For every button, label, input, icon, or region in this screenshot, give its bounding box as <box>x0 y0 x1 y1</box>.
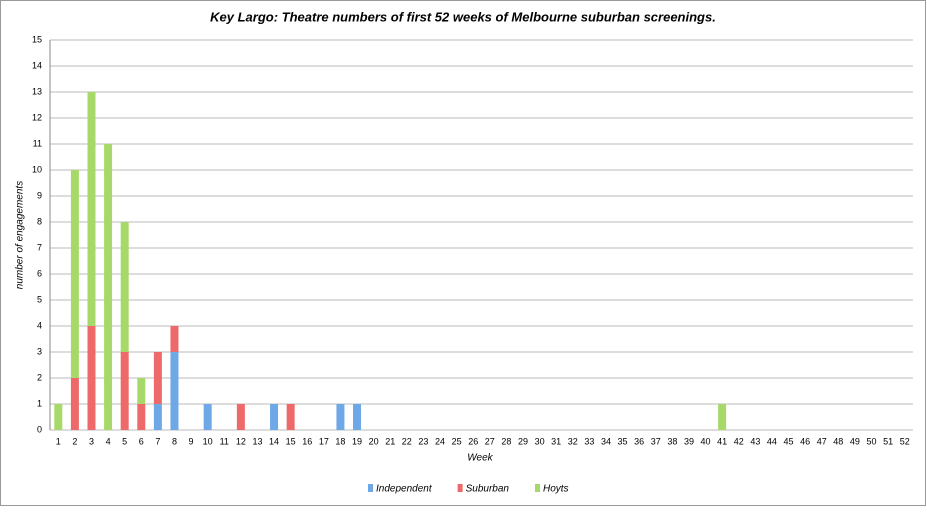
x-tick-label: 20 <box>369 436 379 446</box>
x-tick-label: 45 <box>784 436 794 446</box>
x-tick-label: 13 <box>252 436 262 446</box>
y-tick-label: 2 <box>37 372 42 382</box>
y-tick-label: 13 <box>32 86 42 96</box>
x-tick-label: 25 <box>452 436 462 446</box>
x-tick-label: 39 <box>684 436 694 446</box>
x-tick-label: 51 <box>883 436 893 446</box>
bar <box>153 404 162 430</box>
bar <box>87 326 96 430</box>
bar <box>353 404 362 430</box>
bar <box>54 404 63 430</box>
x-tick-label: 50 <box>867 436 877 446</box>
x-tick-label: 31 <box>551 436 561 446</box>
x-tick-label: 47 <box>817 436 827 446</box>
y-tick-label: 3 <box>37 346 42 356</box>
y-tick-label: 15 <box>32 34 42 44</box>
x-tick-label: 30 <box>535 436 545 446</box>
x-tick-label: 27 <box>485 436 495 446</box>
bar <box>137 404 146 430</box>
y-tick-label: 1 <box>37 398 42 408</box>
x-tick-label: 8 <box>172 436 177 446</box>
x-tick-label: 22 <box>402 436 412 446</box>
chart-title: Key Largo: Theatre numbers of first 52 w… <box>210 9 716 24</box>
x-tick-label: 14 <box>269 436 279 446</box>
x-tick-label: 19 <box>352 436 362 446</box>
legend-swatch <box>535 484 540 492</box>
x-tick-label: 44 <box>767 436 777 446</box>
bar <box>87 92 96 326</box>
x-tick-label: 24 <box>435 436 445 446</box>
bar <box>120 222 129 352</box>
x-tick-label: 5 <box>122 436 127 446</box>
x-tick-label: 7 <box>155 436 160 446</box>
x-tick-label: 41 <box>717 436 727 446</box>
x-tick-label: 33 <box>584 436 594 446</box>
y-tick-label: 0 <box>37 424 42 434</box>
bar <box>270 404 279 430</box>
x-tick-label: 23 <box>418 436 428 446</box>
x-tick-label: 11 <box>220 436 229 446</box>
y-tick-label: 11 <box>33 138 42 148</box>
legend-swatch <box>457 484 463 492</box>
bar <box>170 352 179 430</box>
x-tick-label: 29 <box>518 436 528 446</box>
y-tick-label: 12 <box>32 112 42 122</box>
x-tick-label: 17 <box>319 436 329 446</box>
x-tick-label: 21 <box>385 436 395 446</box>
x-axis-label: Week <box>467 453 493 464</box>
bar <box>104 144 113 430</box>
y-tick-label: 7 <box>37 242 42 252</box>
y-tick-label: 6 <box>37 268 42 278</box>
bar <box>137 378 146 404</box>
x-tick-label: 34 <box>601 436 611 446</box>
x-tick-label: 38 <box>667 436 677 446</box>
x-tick-label: 12 <box>236 436 246 446</box>
x-tick-label: 52 <box>900 436 910 446</box>
x-tick-label: 15 <box>286 436 296 446</box>
x-tick-label: 32 <box>568 436 578 446</box>
legend-label: Hoyts <box>543 484 569 495</box>
bar <box>236 404 245 430</box>
x-tick-label: 3 <box>89 436 94 446</box>
x-tick-label: 40 <box>701 436 711 446</box>
x-tick-label: 26 <box>468 436 478 446</box>
x-tick-label: 37 <box>651 436 661 446</box>
y-axis-label: number of engagements <box>15 181 26 289</box>
x-tick-label: 43 <box>750 436 760 446</box>
x-tick-label: 46 <box>800 436 810 446</box>
x-tick-label: 9 <box>189 436 194 446</box>
bar <box>153 352 162 404</box>
x-tick-label: 10 <box>203 436 213 446</box>
x-tick-label: 49 <box>850 436 860 446</box>
x-tick-label: 4 <box>106 436 111 446</box>
x-tick-label: 36 <box>634 436 644 446</box>
y-tick-label: 5 <box>37 294 42 304</box>
x-tick-label: 35 <box>618 436 628 446</box>
legend-label: Independent <box>376 484 433 495</box>
bar <box>70 170 79 378</box>
x-tick-label: 16 <box>302 436 312 446</box>
x-tick-label: 28 <box>501 436 511 446</box>
bar <box>336 404 345 430</box>
y-tick-label: 8 <box>37 216 42 226</box>
y-tick-label: 10 <box>32 164 42 174</box>
bar <box>170 326 179 352</box>
bar <box>203 404 212 430</box>
bar <box>70 378 79 430</box>
x-tick-label: 18 <box>335 436 345 446</box>
bar <box>120 352 129 430</box>
legend-label: Suburban <box>466 484 510 495</box>
bar <box>286 404 295 430</box>
x-tick-label: 2 <box>72 436 77 446</box>
legend-swatch <box>368 484 373 492</box>
x-tick-label: 48 <box>833 436 843 446</box>
y-tick-label: 4 <box>37 320 42 330</box>
x-tick-label: 42 <box>734 436 744 446</box>
bar <box>718 404 727 430</box>
x-tick-label: 6 <box>139 436 144 446</box>
y-tick-label: 14 <box>32 60 42 70</box>
y-tick-label: 9 <box>37 190 42 200</box>
x-tick-label: 1 <box>56 436 61 446</box>
